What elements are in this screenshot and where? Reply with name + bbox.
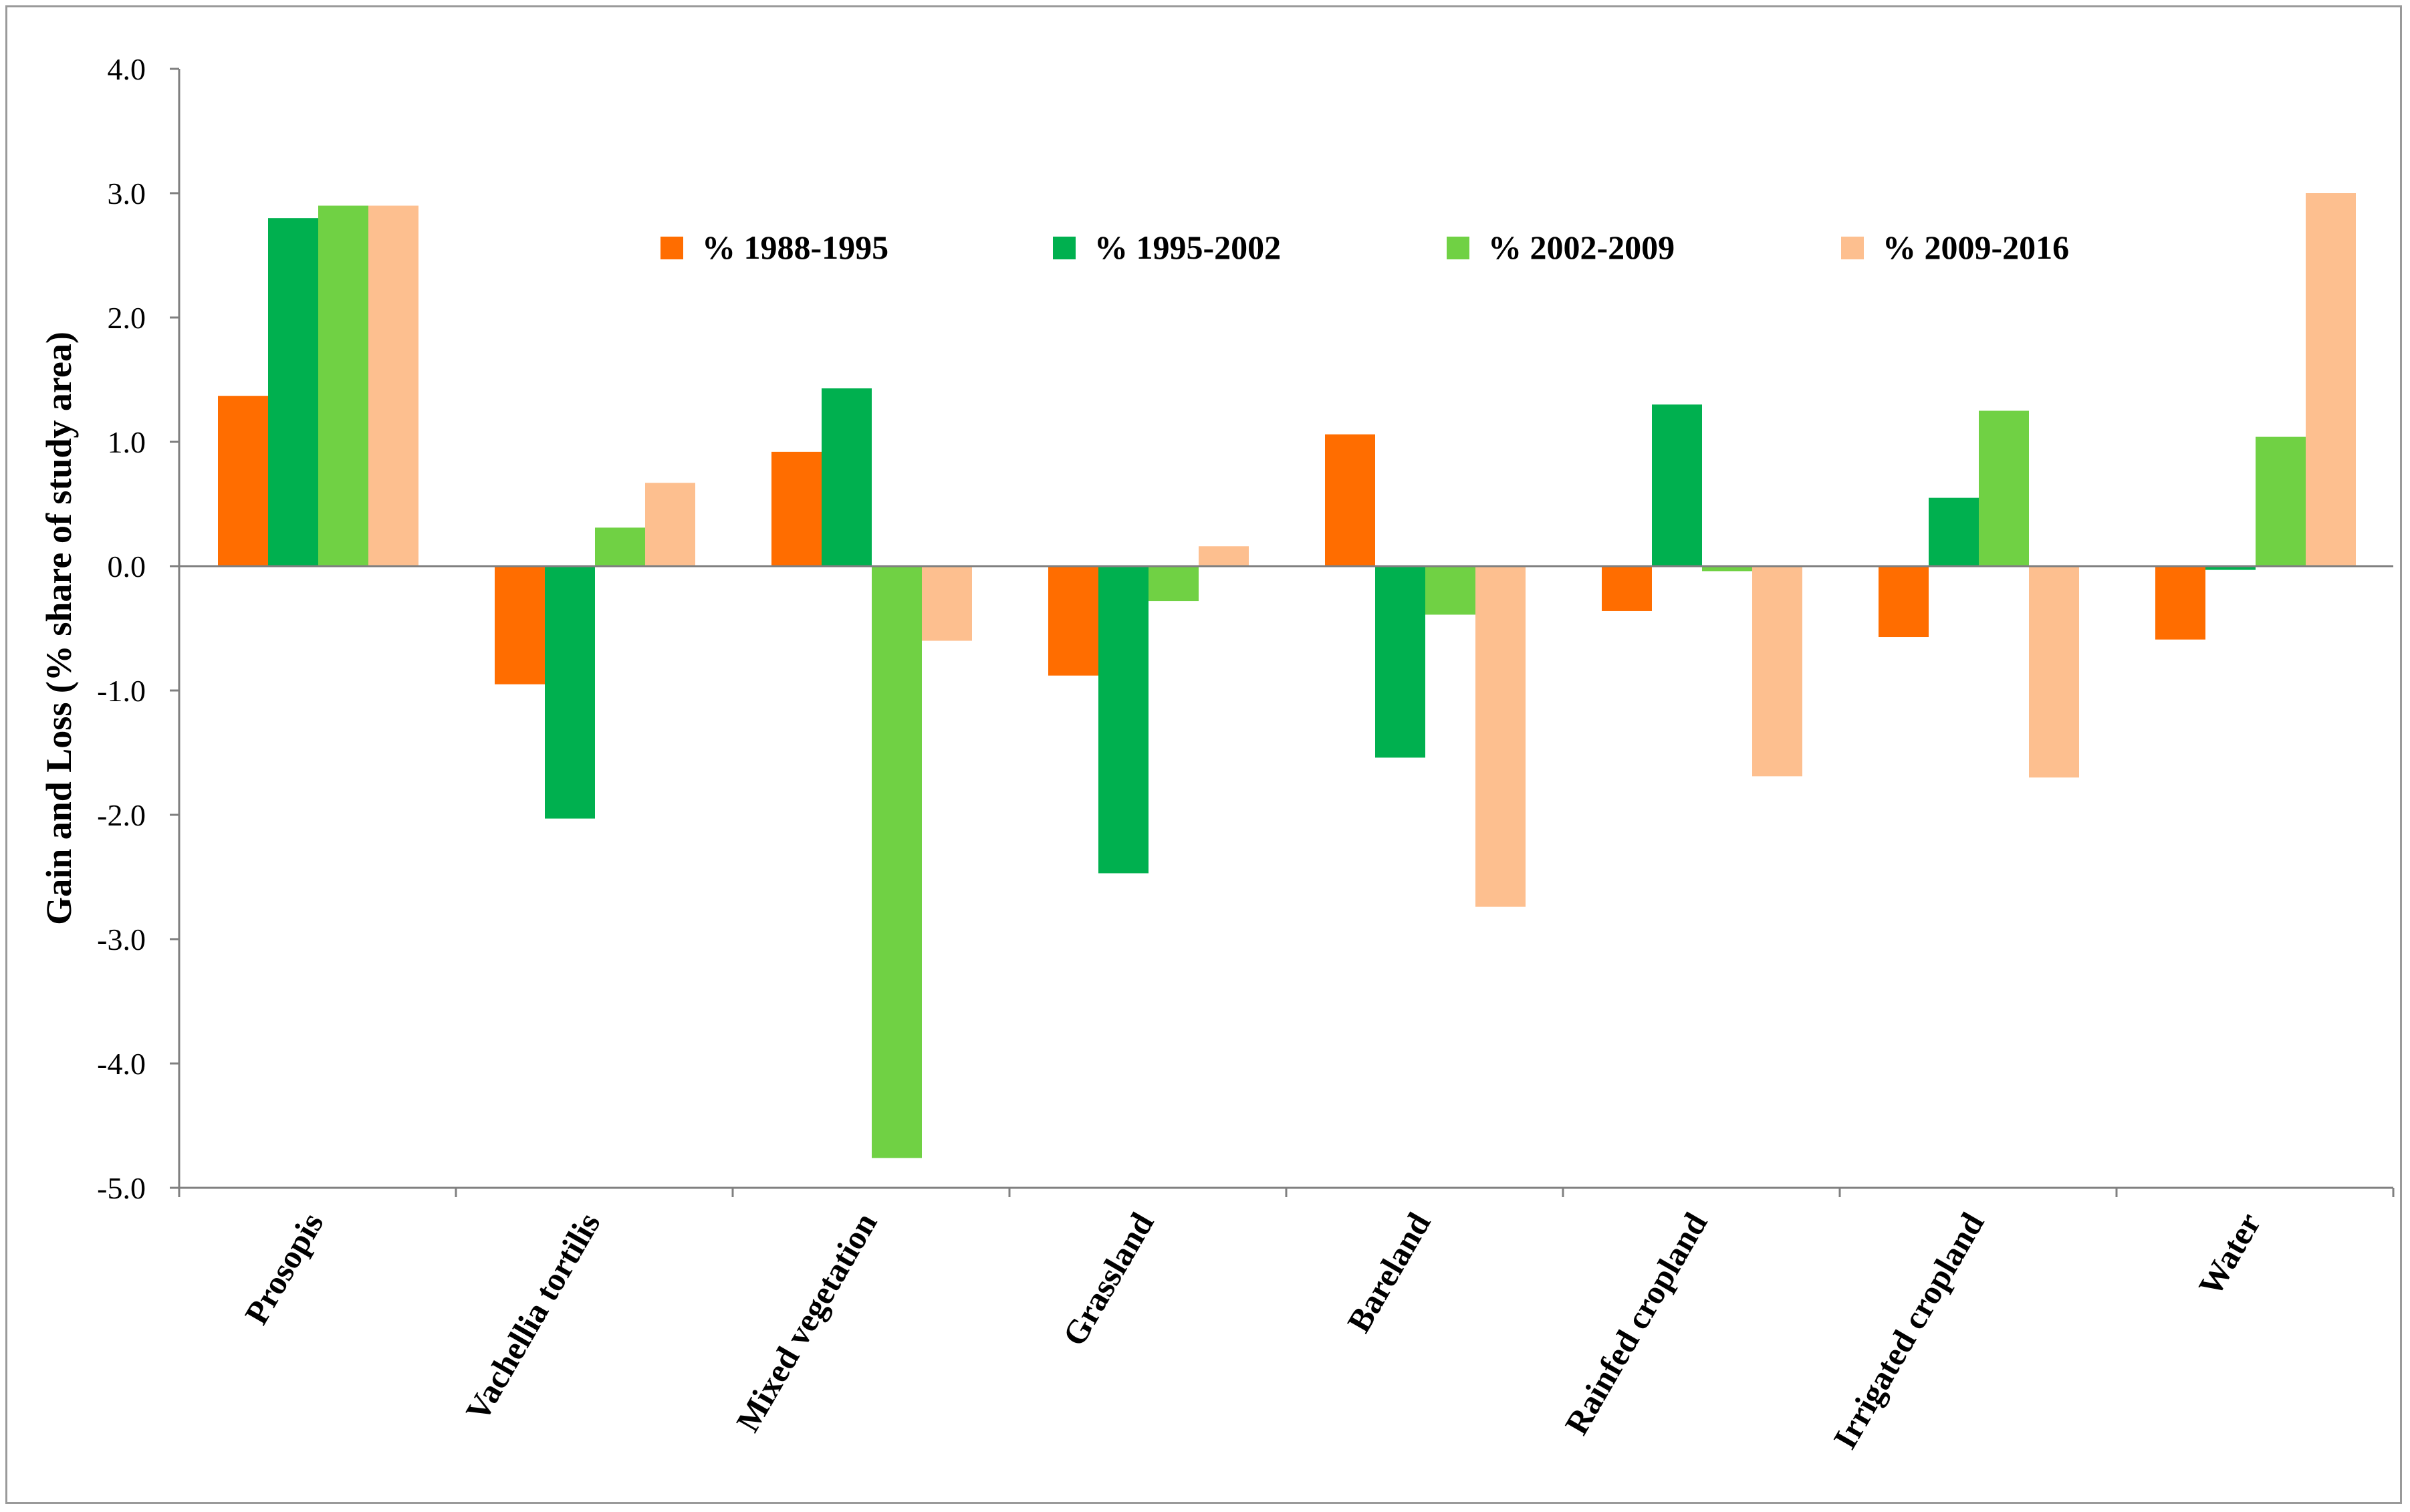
bar-grassland-1995-2002 — [1098, 566, 1149, 874]
bar-prosopis-2002-2009 — [318, 205, 368, 567]
axes-layer: 4.0 3.0 2.0 1.0 0.0 -1.0 -2.0 -3.0 -4.0 -5.0 — [97, 52, 2395, 1205]
legend-label-2002-2009: % 2002-2009 — [1488, 229, 1675, 266]
bar-mixed-vegetation-2002-2009 — [872, 566, 922, 1158]
category-label-grassland: Grassland — [1055, 1206, 1161, 1352]
bar-bareland-1995-2002 — [1375, 566, 1425, 758]
bar-rainfed-cropland-2002-2009 — [1702, 566, 1752, 572]
y-tick-label: -2.0 — [97, 798, 146, 832]
legend-swatch-1988-1995 — [660, 237, 683, 259]
y-axis-title: Gain and Loss (% share of study area) — [39, 332, 79, 925]
y-tick-label: 1.0 — [108, 425, 146, 459]
bar-water-2009-2016 — [2306, 193, 2356, 566]
category-label-vachellia-tortilis: Vachellia tortilis — [458, 1207, 607, 1428]
category-label-irrigated-cropland: Irrigated cropland — [1826, 1206, 1991, 1455]
y-tick-label: -4.0 — [97, 1047, 146, 1081]
bar-vachellia-tortilis-1995-2002 — [545, 566, 595, 819]
y-tick-label: 3.0 — [108, 176, 146, 211]
category-label-mixed-vegetation: Mixed vegetation — [729, 1206, 884, 1438]
bar-mixed-vegetation-1988-1995 — [771, 451, 822, 566]
bar-mixed-vegetation-2009-2016 — [922, 566, 972, 641]
y-tick-label: 0.0 — [108, 549, 146, 584]
legend-swatch-2009-2016 — [1841, 237, 1864, 259]
y-tick-label: -5.0 — [97, 1171, 146, 1205]
category-label-bareland: Bareland — [1340, 1206, 1438, 1338]
bar-irrigated-cropland-1988-1995 — [1879, 566, 1929, 638]
bar-water-1988-1995 — [2155, 566, 2205, 640]
category-label-rainfed-cropland: Rainfed cropland — [1558, 1206, 1715, 1440]
bar-irrigated-cropland-1995-2002 — [1929, 497, 1979, 566]
y-tick-label: 4.0 — [108, 52, 146, 86]
bar-grassland-1988-1995 — [1048, 566, 1098, 676]
bar-rainfed-cropland-1988-1995 — [1602, 566, 1652, 611]
legend-label-1988-1995: % 1988-1995 — [702, 229, 888, 266]
bar-rainfed-cropland-2009-2016 — [1752, 566, 1802, 777]
legend-label-1995-2002: % 1995-2002 — [1094, 229, 1281, 266]
bar-vachellia-tortilis-2002-2009 — [595, 527, 645, 566]
bar-rainfed-cropland-1995-2002 — [1652, 404, 1702, 566]
y-tick-label: 2.0 — [108, 301, 146, 335]
y-tick-label: -3.0 — [97, 922, 146, 957]
bar-water-1995-2002 — [2205, 566, 2256, 570]
bar-grassland-2002-2009 — [1149, 566, 1199, 602]
bar-mixed-vegetation-1995-2002 — [822, 388, 872, 566]
legend-swatch-1995-2002 — [1053, 237, 1076, 259]
bar-bareland-2002-2009 — [1425, 566, 1475, 615]
bar-water-2002-2009 — [2256, 436, 2306, 566]
bar-bareland-1988-1995 — [1325, 434, 1375, 566]
category-label-water: Water — [2191, 1207, 2268, 1302]
bar-prosopis-1988-1995 — [218, 396, 268, 566]
y-tick-label: -1.0 — [97, 674, 146, 708]
legend-swatch-2002-2009 — [1447, 237, 1469, 259]
bar-prosopis-2009-2016 — [368, 205, 418, 567]
legend: % 1988-1995 % 1995-2002 % 2002-2009 % 2009-… — [660, 229, 2069, 266]
category-label-prosopis: Prosopis — [237, 1207, 331, 1331]
bar-vachellia-tortilis-1988-1995 — [495, 566, 545, 684]
bar-grassland-2009-2016 — [1199, 546, 1249, 566]
bar-irrigated-cropland-2002-2009 — [1979, 410, 2029, 566]
bar-prosopis-1995-2002 — [268, 218, 318, 566]
bar-vachellia-tortilis-2009-2016 — [645, 483, 695, 566]
bars-layer — [218, 193, 2356, 1158]
bar-bareland-2009-2016 — [1475, 566, 1526, 907]
bar-irrigated-cropland-2009-2016 — [2029, 566, 2079, 778]
legend-label-2009-2016: % 2009-2016 — [1883, 229, 2069, 266]
